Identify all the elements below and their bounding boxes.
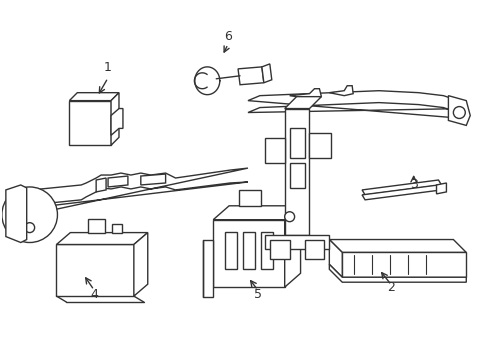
Polygon shape [111,93,119,145]
Polygon shape [69,93,119,100]
Polygon shape [141,174,165,185]
Polygon shape [56,233,147,244]
Polygon shape [17,168,247,218]
Polygon shape [6,185,27,243]
Polygon shape [243,231,254,269]
Text: 6: 6 [224,30,232,42]
Polygon shape [289,129,304,158]
Polygon shape [264,138,284,163]
Polygon shape [260,231,272,269]
Circle shape [452,107,464,118]
Polygon shape [284,206,300,287]
Polygon shape [262,64,271,83]
Polygon shape [203,239,213,297]
Polygon shape [289,89,321,99]
Polygon shape [328,239,466,252]
Polygon shape [264,235,328,249]
Polygon shape [304,239,324,260]
Polygon shape [284,109,309,235]
Polygon shape [213,220,284,287]
Polygon shape [134,233,147,296]
Text: 1: 1 [104,61,112,75]
Polygon shape [309,133,331,158]
Text: 3: 3 [409,179,417,192]
Polygon shape [238,67,264,85]
Text: 5: 5 [253,288,262,301]
Polygon shape [361,180,441,195]
Circle shape [284,212,294,222]
Polygon shape [328,239,342,277]
Polygon shape [108,176,128,187]
Polygon shape [289,163,304,188]
Polygon shape [111,109,122,135]
Polygon shape [247,91,462,118]
Polygon shape [328,86,352,96]
Polygon shape [328,264,466,282]
Polygon shape [96,178,106,192]
Polygon shape [361,185,441,200]
Text: 4: 4 [90,288,98,301]
Polygon shape [284,96,321,109]
Polygon shape [213,206,300,220]
Polygon shape [447,96,469,125]
Circle shape [2,187,57,243]
Polygon shape [342,252,466,277]
Circle shape [25,223,35,233]
Polygon shape [112,224,122,233]
Polygon shape [436,183,446,194]
Polygon shape [69,100,111,145]
Polygon shape [88,219,105,233]
Polygon shape [56,244,134,296]
Polygon shape [269,239,289,260]
Polygon shape [239,190,260,206]
Text: 2: 2 [386,281,394,294]
Polygon shape [224,231,237,269]
